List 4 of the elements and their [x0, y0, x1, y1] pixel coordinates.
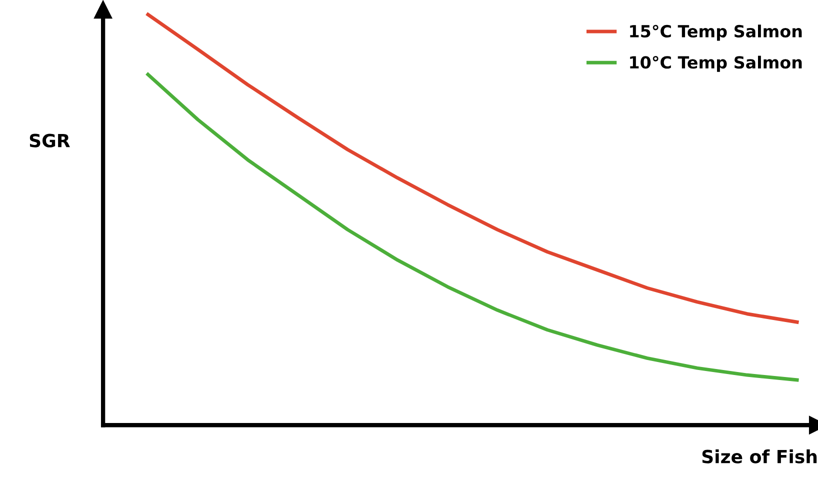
legend-label: 10°C Temp Salmon — [630, 56, 802, 72]
y-axis-title: SGR — [30, 134, 70, 148]
x-axis-title: Size of Fish — [702, 449, 817, 464]
legend-label: 15°C Temp Salmon — [630, 24, 802, 41]
